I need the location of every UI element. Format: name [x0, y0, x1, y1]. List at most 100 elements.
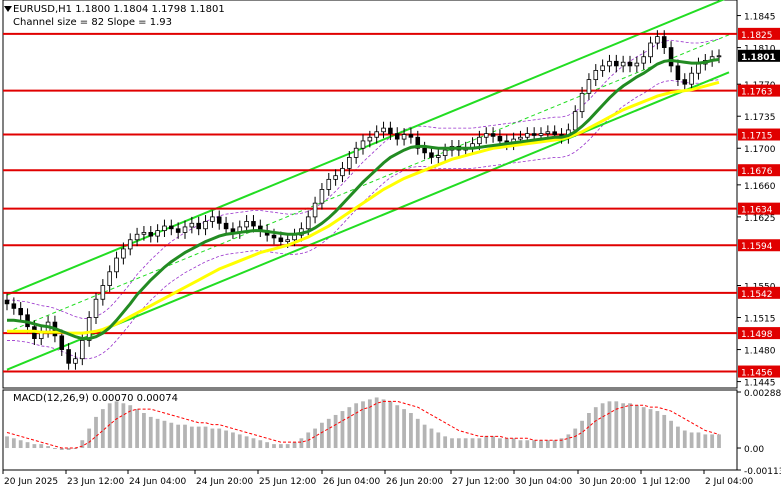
level-label: 1.1825 — [741, 31, 773, 41]
macd-bar — [456, 438, 461, 449]
macd-bar — [142, 413, 146, 449]
macd-bar — [395, 405, 400, 449]
candle-body — [347, 156, 352, 169]
level-box — [738, 84, 780, 97]
macd-bar — [600, 403, 605, 449]
macd-bar — [354, 403, 359, 449]
time-tick-label: 30 Jun 04:00 — [515, 477, 572, 487]
macd-bar — [217, 428, 222, 449]
price-panel-frame — [2, 0, 738, 389]
candle-body — [634, 62, 640, 67]
time-tick-label: 24 Jun 20:00 — [196, 477, 253, 487]
macd-bar — [593, 407, 598, 449]
candle-body — [716, 55, 722, 58]
candle-body — [189, 222, 195, 228]
candle-body — [18, 307, 23, 316]
macd-bar — [326, 418, 331, 449]
macd-bar — [477, 438, 482, 449]
macd-bar — [39, 444, 44, 449]
macd-bar — [285, 444, 290, 449]
candle-body — [216, 216, 222, 224]
candle-body — [374, 131, 379, 138]
macd-bar — [525, 440, 530, 449]
candle-body — [251, 221, 256, 227]
candle-body — [169, 225, 174, 230]
macd-bar — [559, 438, 564, 449]
candle-body — [210, 216, 215, 222]
macd-bar — [244, 436, 249, 449]
macd-bar — [176, 424, 181, 449]
macd-bar — [573, 428, 578, 449]
macd-bar — [258, 440, 263, 449]
macd-bar — [676, 426, 680, 449]
time-tick-label: 26 Jun 20:00 — [386, 477, 443, 487]
macd-bar — [114, 401, 119, 449]
macd-bar — [422, 424, 427, 449]
candle-body — [155, 230, 160, 237]
macd-bar — [504, 438, 509, 449]
macd-bar — [607, 401, 612, 449]
candle-body — [572, 111, 578, 131]
candle-body — [545, 131, 551, 135]
candle-body — [552, 131, 557, 135]
level-box — [738, 164, 780, 177]
macd-bar — [696, 432, 701, 449]
macd-bar — [107, 403, 112, 449]
macd-bar — [587, 413, 591, 449]
candle-body — [326, 178, 332, 190]
macd-bar — [381, 399, 386, 449]
macd-bar — [210, 428, 215, 449]
macd-bar — [5, 436, 9, 449]
macd-bar — [450, 438, 454, 449]
level-label: 1.1715 — [741, 132, 773, 142]
candle-body — [497, 135, 503, 142]
level-label: 1.1676 — [741, 167, 773, 177]
candle-body — [127, 239, 133, 250]
candle-body — [305, 216, 311, 230]
candle-body — [655, 36, 660, 44]
macd-bar — [498, 438, 502, 449]
candle-body — [86, 317, 92, 341]
candle-body — [641, 56, 646, 64]
macd-bar — [689, 432, 694, 449]
candle-body — [661, 36, 667, 48]
level-label: 1.1763 — [741, 88, 773, 98]
macd-bar — [621, 403, 626, 449]
macd-bar — [641, 407, 646, 449]
level-box — [738, 327, 780, 340]
macd-bar — [25, 442, 30, 449]
macd-bar — [183, 424, 187, 449]
time-tick-label: 26 Jun 04:00 — [323, 477, 380, 487]
macd-tick-label: 0.00 — [744, 445, 764, 455]
candle-body — [312, 202, 318, 218]
macd-bar — [224, 430, 228, 449]
candle-body — [531, 133, 537, 136]
candle-body — [586, 79, 592, 94]
symbol-ohlc-label: EURUSD,H1 1.1800 1.1804 1.1798 1.1801 — [13, 4, 225, 15]
macd-bar — [59, 448, 64, 450]
macd-bar — [292, 442, 297, 449]
level-box — [738, 239, 780, 252]
current-price-label: 1.1801 — [741, 53, 776, 63]
candle-body — [600, 65, 605, 71]
macd-bar — [66, 448, 71, 450]
candle-body — [141, 232, 147, 235]
macd-bar — [80, 440, 85, 449]
macd-bar — [429, 428, 434, 449]
level-box — [738, 27, 780, 40]
macd-bar — [669, 420, 673, 449]
macd-signal-line — [6, 400, 720, 449]
macd-bar — [231, 432, 235, 449]
candle-body — [696, 63, 701, 74]
macd-bar — [265, 442, 270, 449]
symbol-dropdown-icon[interactable] — [4, 6, 12, 12]
macd-bar — [53, 448, 57, 450]
macd-bar — [11, 438, 16, 449]
macd-bar — [333, 414, 338, 449]
candle-body — [408, 134, 414, 138]
time-tick-label: 1 Jul 12:00 — [642, 477, 691, 487]
candle-body — [648, 42, 653, 58]
macd-bar — [511, 438, 516, 449]
macd-bar — [409, 413, 413, 449]
time-tick-label: 24 Jun 04:00 — [129, 477, 186, 487]
